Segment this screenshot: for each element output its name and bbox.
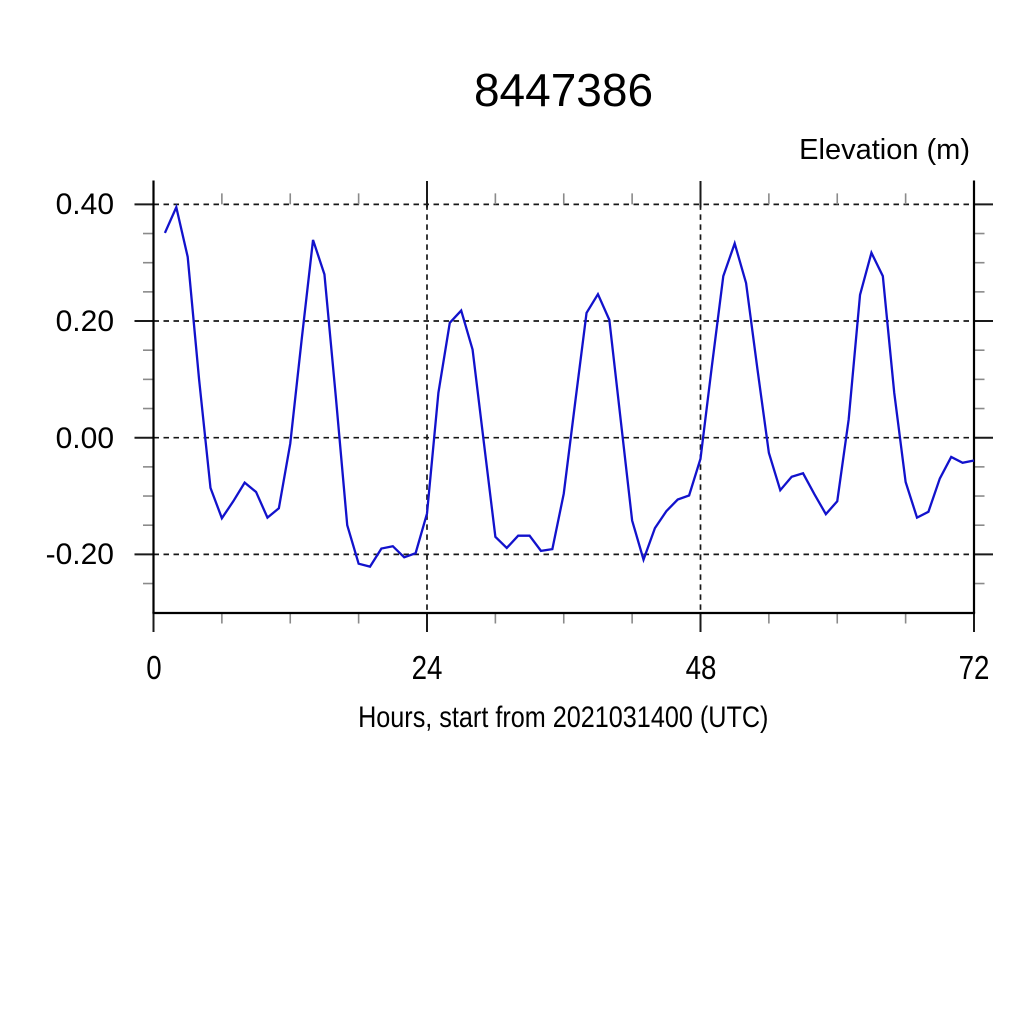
y-tick-label: 0.00 (55, 421, 114, 455)
elevation-series-line (163, 203, 975, 568)
x-tick-label: 0 (145, 649, 162, 686)
y-tick-label: -0.20 (45, 538, 114, 572)
y-axis-title: Elevation (m) (799, 134, 970, 166)
station-id-title: 8447386 (473, 64, 654, 116)
x-tick-label: 24 (411, 649, 443, 686)
y-tick-label: 0.40 (55, 188, 114, 222)
x-axis-label-text: Hours, start from 2021031400 (UTC) (358, 701, 769, 734)
x-axis-label: Hours, start from 2021031400 (UTC) (153, 703, 974, 733)
x-tick-label: 72 (958, 649, 990, 686)
y-tick-label: 0.20 (55, 305, 114, 339)
x-tick-label: 48 (685, 649, 716, 686)
